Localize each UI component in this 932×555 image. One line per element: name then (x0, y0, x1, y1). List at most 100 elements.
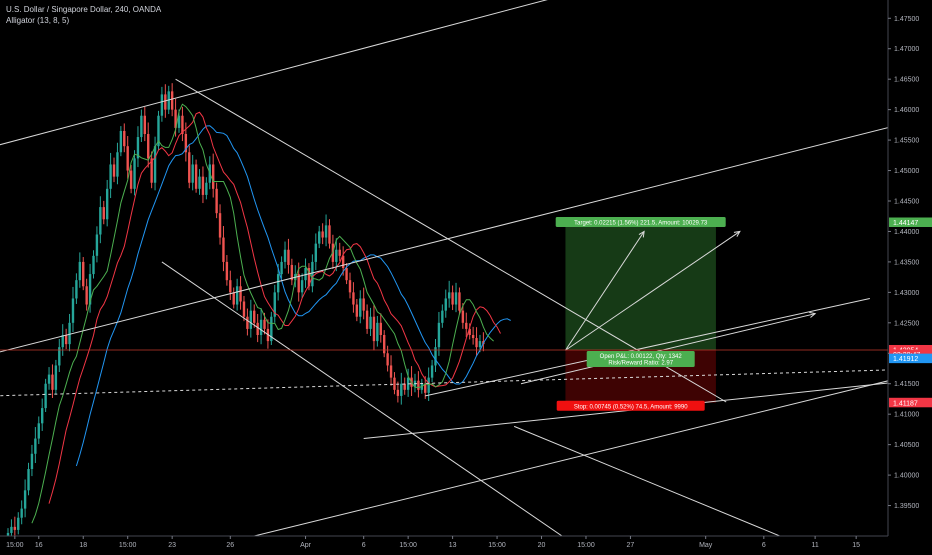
candle-body[interactable] (242, 301, 246, 317)
alligator-lips-line[interactable] (31, 103, 494, 524)
open-pnl-label[interactable]: Open P&L: 0.00122, Qty: 1342Risk/Reward … (586, 350, 695, 367)
candle-body[interactable] (177, 115, 181, 128)
candle-body[interactable] (198, 176, 201, 189)
candle-body[interactable] (181, 115, 184, 134)
candle-body[interactable] (109, 164, 112, 189)
candle-body[interactable] (105, 188, 109, 220)
candle-body[interactable] (112, 164, 116, 177)
price-badge[interactable] (889, 217, 932, 228)
candle-body[interactable] (345, 268, 348, 281)
candle-body[interactable] (451, 292, 454, 305)
trendline-upper-rising[interactable] (0, 122, 911, 353)
candle-body[interactable] (311, 261, 314, 287)
candle-body[interactable] (34, 438, 37, 454)
candle-body[interactable] (304, 268, 307, 281)
candle-body[interactable] (430, 365, 434, 378)
candle-body[interactable] (116, 152, 119, 177)
trendline-desc-upper[interactable] (175, 78, 727, 403)
candle-body[interactable] (403, 383, 406, 390)
candle-body[interactable] (20, 508, 23, 518)
candle-body[interactable] (136, 137, 140, 159)
dashed-trendline[interactable] (0, 369, 932, 397)
symbol-title[interactable]: U.S. Dollar / Singapore Dollar, 240, OAN… (6, 5, 162, 14)
candle-body[interactable] (396, 389, 400, 396)
candle-body[interactable] (386, 353, 389, 366)
target-zone[interactable] (565, 222, 716, 350)
candle-body[interactable] (99, 207, 102, 235)
candle-body[interactable] (143, 115, 146, 134)
candle-body[interactable] (256, 322, 259, 335)
candle-body[interactable] (235, 286, 239, 305)
candle-body[interactable] (150, 158, 153, 183)
candle-body[interactable] (458, 292, 461, 311)
candle-body[interactable] (383, 335, 386, 354)
price-badge[interactable] (889, 397, 932, 408)
candle-body[interactable] (461, 310, 465, 323)
candle-body[interactable] (194, 164, 198, 189)
candle-body[interactable] (218, 213, 222, 238)
candle-body[interactable] (338, 249, 341, 256)
candle-body[interactable] (75, 280, 78, 299)
candle-body[interactable] (307, 268, 311, 287)
candle-body[interactable] (164, 94, 167, 110)
candle-body[interactable] (249, 310, 253, 329)
candle-body[interactable] (359, 298, 362, 317)
candle-body[interactable] (290, 264, 294, 281)
alligator-teeth-line[interactable] (48, 111, 501, 504)
candle-body[interactable] (454, 292, 458, 305)
projection-arrow[interactable] (565, 231, 741, 351)
candle-body[interactable] (6, 532, 10, 540)
candle-body[interactable] (170, 91, 174, 110)
projection-arrow[interactable] (565, 231, 645, 351)
candle-body[interactable] (174, 109, 177, 128)
candle-body[interactable] (88, 274, 92, 305)
candle-body[interactable] (157, 115, 160, 147)
candle-body[interactable] (140, 115, 143, 138)
candle-body[interactable] (379, 322, 382, 335)
candle-body[interactable] (129, 170, 133, 189)
price-axis[interactable] (888, 0, 932, 550)
candle-body[interactable] (478, 341, 482, 348)
candle-body[interactable] (468, 328, 471, 335)
candle-body[interactable] (225, 261, 229, 281)
candle-body[interactable] (393, 377, 396, 390)
candle-body[interactable] (362, 298, 365, 311)
candle-body[interactable] (348, 280, 352, 293)
candle-body[interactable] (85, 286, 88, 305)
candle-body[interactable] (417, 380, 420, 390)
trendline-base-rising[interactable] (254, 369, 932, 537)
candle-body[interactable] (68, 322, 71, 345)
candle-body[interactable] (167, 91, 170, 110)
candle-body[interactable] (328, 225, 331, 244)
candle-body[interactable] (434, 347, 437, 366)
candle-body[interactable] (239, 286, 242, 302)
candle-body[interactable] (27, 469, 30, 491)
candle-body[interactable] (232, 292, 235, 305)
candle-body[interactable] (47, 374, 51, 384)
candle-body[interactable] (13, 526, 17, 530)
candle-body[interactable] (369, 316, 372, 329)
candle-body[interactable] (259, 319, 263, 335)
candle-body[interactable] (54, 365, 58, 390)
stop-label[interactable]: Stop: 0.00745 (0.52%) 74.5, Amount: 9990 (556, 400, 705, 411)
candle-body[interactable] (297, 274, 300, 293)
candle-body[interactable] (314, 243, 317, 262)
candle-body[interactable] (17, 517, 20, 530)
candle-body[interactable] (246, 316, 249, 329)
candle-body[interactable] (205, 182, 208, 195)
candle-body[interactable] (153, 146, 157, 183)
candle-body[interactable] (102, 207, 105, 220)
candle-body[interactable] (37, 423, 40, 439)
candle-body[interactable] (263, 319, 266, 329)
candle-body[interactable] (352, 292, 355, 305)
candle-body[interactable] (465, 322, 468, 329)
candle-body[interactable] (400, 383, 403, 396)
candle-body[interactable] (471, 335, 475, 339)
candle-body[interactable] (30, 453, 34, 469)
candle-body[interactable] (92, 255, 95, 275)
candle-body[interactable] (212, 164, 215, 189)
candle-body[interactable] (82, 261, 85, 287)
indicator-label[interactable]: Alligator (13, 8, 5) (6, 16, 70, 25)
